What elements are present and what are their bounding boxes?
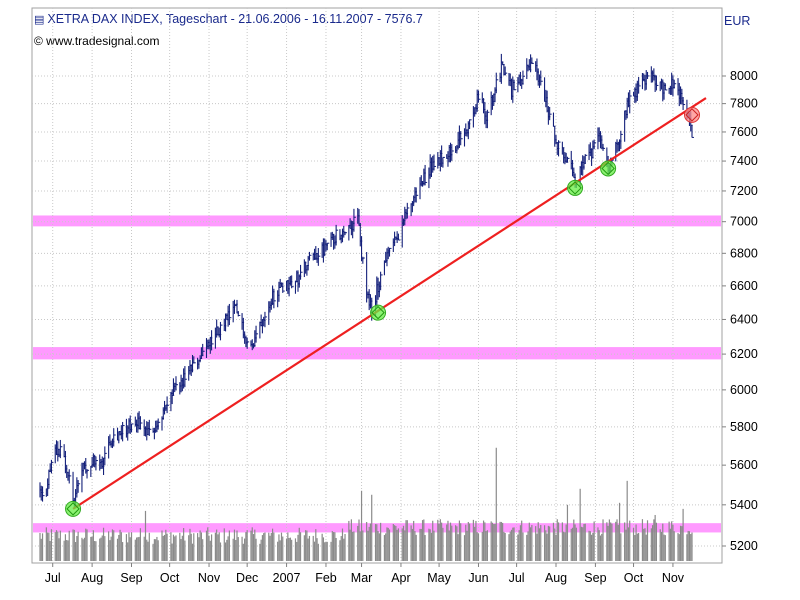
band-7000 [33,215,721,227]
touch-mar-2007 [370,304,387,321]
x-tick-label: Feb [315,571,337,585]
volume-bars [39,447,693,561]
x-tick-label: Oct [160,571,180,585]
touch-markers [65,106,700,517]
price-series [39,53,694,509]
x-tick-label: Nov [198,571,221,585]
y-tick-label: 5400 [730,498,758,512]
x-tick-label: Apr [391,571,410,585]
x-tick-label: Jun [468,571,488,585]
trendline [72,97,707,510]
touch-nov-2007-diamond [685,108,699,122]
x-tick-label: Jul [45,571,61,585]
x-tick-label: Aug [545,571,567,585]
y-tick-label: 7600 [730,125,758,139]
source-credit: © www.tradesignal.com [34,34,160,48]
trendline-line [72,97,707,510]
band-6200 [33,347,721,360]
chart-title: ▤ XETRA DAX INDEX, Tageschart - 21.06.200… [34,12,423,26]
x-tick-label: May [427,571,451,585]
touch-sep-2007 [600,160,617,177]
chart-type-icon: ▤ [34,14,45,26]
y-tick-label: 7200 [730,184,758,198]
y-tick-label: 7800 [730,97,758,111]
y-tick-label: 6000 [730,383,758,397]
y-tick-label: 7000 [730,215,758,229]
touch-mar-2007-diamond [371,305,385,320]
touch-sep-2007-diamond [601,161,615,176]
touch-nov-2007 [684,106,700,123]
x-tick-label: Sep [584,571,606,585]
y-tick-label: 6400 [730,312,758,326]
touch-aug-2007-diamond [568,181,582,195]
x-tick-label: Dec [236,571,258,585]
x-axis: Jul Aug Sep Oct Nov Dec 2007 Feb Mar Apr May Jun Jul… [45,563,685,585]
y-axis: EUR 5200 5400 5600 5800 6000 6200 6400 6600 6800… [722,14,758,553]
touch-jul-2006-diamond [66,502,80,516]
touch-jul-2006 [65,500,82,517]
chart-title-text: XETRA DAX INDEX, Tageschart - 21.06.2006… [47,12,423,26]
touch-aug-2007 [567,179,584,196]
y-tick-label: 7400 [730,154,758,168]
x-tick-label: Aug [81,571,103,585]
x-tick-label: Oct [624,571,644,585]
y-axis-unit: EUR [724,14,750,28]
y-tick-label: 6600 [730,279,758,293]
y-tick-label: 5600 [730,458,758,472]
grid [32,8,722,563]
x-tick-label: Mar [351,571,373,585]
support-bands [33,215,721,533]
y-tick-label: 5800 [730,420,758,434]
y-tick-label: 6200 [730,347,758,361]
y-tick-label: 5200 [730,539,758,553]
y-tick-label: 8000 [730,69,758,83]
x-tick-label: Nov [662,571,685,585]
x-tick-label: Jul [509,571,525,585]
x-tick-label: 2007 [273,571,301,585]
x-tick-label: Sep [120,571,142,585]
y-tick-label: 6800 [730,246,758,260]
